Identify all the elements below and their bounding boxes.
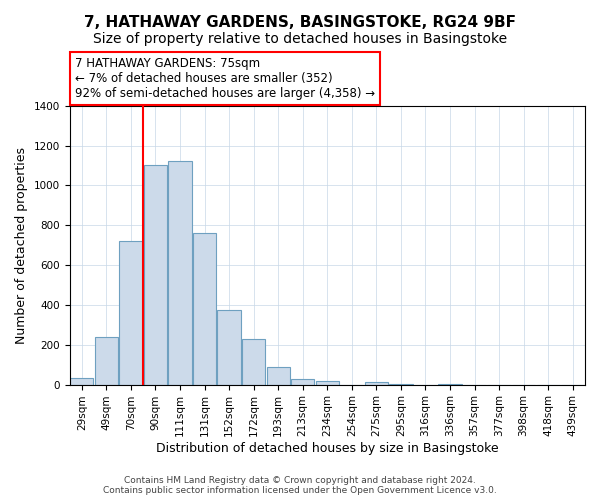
Y-axis label: Number of detached properties: Number of detached properties bbox=[15, 146, 28, 344]
Bar bbox=[95, 337, 118, 384]
Bar bbox=[242, 339, 265, 384]
Bar bbox=[365, 382, 388, 384]
Bar bbox=[144, 166, 167, 384]
Bar bbox=[217, 310, 241, 384]
Bar bbox=[291, 378, 314, 384]
Bar bbox=[266, 366, 290, 384]
Text: Size of property relative to detached houses in Basingstoke: Size of property relative to detached ho… bbox=[93, 32, 507, 46]
Bar bbox=[70, 378, 94, 384]
Bar bbox=[169, 162, 191, 384]
Text: 7, HATHAWAY GARDENS, BASINGSTOKE, RG24 9BF: 7, HATHAWAY GARDENS, BASINGSTOKE, RG24 9… bbox=[84, 15, 516, 30]
Bar bbox=[193, 233, 216, 384]
Text: Contains HM Land Registry data © Crown copyright and database right 2024.
Contai: Contains HM Land Registry data © Crown c… bbox=[103, 476, 497, 495]
Bar bbox=[119, 241, 143, 384]
X-axis label: Distribution of detached houses by size in Basingstoke: Distribution of detached houses by size … bbox=[156, 442, 499, 455]
Text: 7 HATHAWAY GARDENS: 75sqm
← 7% of detached houses are smaller (352)
92% of semi-: 7 HATHAWAY GARDENS: 75sqm ← 7% of detach… bbox=[74, 57, 375, 100]
Bar bbox=[316, 380, 339, 384]
